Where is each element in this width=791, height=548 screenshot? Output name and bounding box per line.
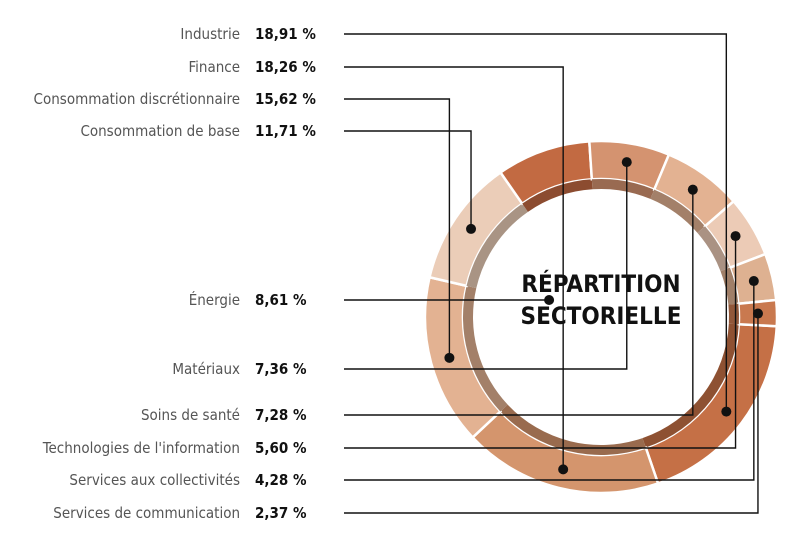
center-title-line-2: SECTORIELLE [521,302,682,330]
donut-segment-inner-band-5 [522,179,593,212]
leader-dot-10 [752,308,763,319]
leader-dot-1 [721,406,732,417]
category-name-8: Technologies de l'information [42,439,240,457]
donut-segment-inner-band-10 [728,303,739,325]
category-value-3: 15,62 % [255,90,316,108]
donut-segment-inner-band-1 [642,323,739,448]
leader-dot-4 [466,223,477,234]
category-value-6: 7,36 % [255,360,307,378]
donut-segment-inner-band-7 [650,189,705,233]
leader-dot-7 [687,184,698,195]
category-name-3: Consommation discrétionnaire [34,90,240,108]
category-name-9: Services aux collectivités [69,471,240,489]
leader-lines [344,33,763,514]
leader-line-4 [344,130,472,229]
donut-segment-3 [423,275,503,440]
category-value-7: 7,28 % [255,406,307,424]
category-value-9: 4,28 % [255,471,307,489]
category-name-10: Services de communication [53,504,240,522]
category-name-4: Consommation de base [80,122,240,140]
leader-dot-6 [621,157,632,168]
donut-segment-inner-band-2 [500,404,646,456]
leader-line-2 [344,66,564,470]
category-value-1: 18,91 % [255,25,316,43]
leader-line-6 [344,162,628,370]
category-labels: Industrie 18,91 % Finance 18,26 % Consommati… [34,25,317,522]
leader-dot-5 [544,295,555,305]
category-name-7: Soins de santé [141,406,240,424]
leader-line-8 [344,236,737,449]
donut-segment-2 [470,409,660,495]
donut-segment-inner-band-6 [591,179,655,199]
leader-line-1 [344,33,728,412]
leader-dot-3 [444,352,455,363]
category-value-10: 2,37 % [255,504,307,522]
leader-line-10 [344,313,759,514]
category-value-2: 18,26 % [255,58,316,76]
category-name-2: Finance [188,58,240,76]
leader-line-3 [344,98,451,358]
category-value-8: 5,60 % [255,439,307,457]
leader-dot-2 [558,464,569,475]
donut-segment-1 [644,322,779,486]
center-title-line-1: RÉPARTITION [521,269,680,298]
leader-dot-8 [730,231,741,242]
category-value-4: 11,71 % [255,122,316,140]
donut-segment-inner-band-4 [466,203,528,289]
donut-segment-inner-band-3 [463,285,508,412]
leader-dot-9 [748,276,759,287]
category-name-1: Industrie [180,25,240,43]
leader-line-7 [344,189,694,416]
category-name-6: Matériaux [172,360,240,378]
category-value-5: 8,61 % [255,291,307,309]
donut-segment-inner-band-9 [720,267,739,305]
leader-line-9 [344,281,755,481]
category-name-5: Énergie [189,290,240,309]
donut-segment-inner-band-8 [697,226,730,272]
